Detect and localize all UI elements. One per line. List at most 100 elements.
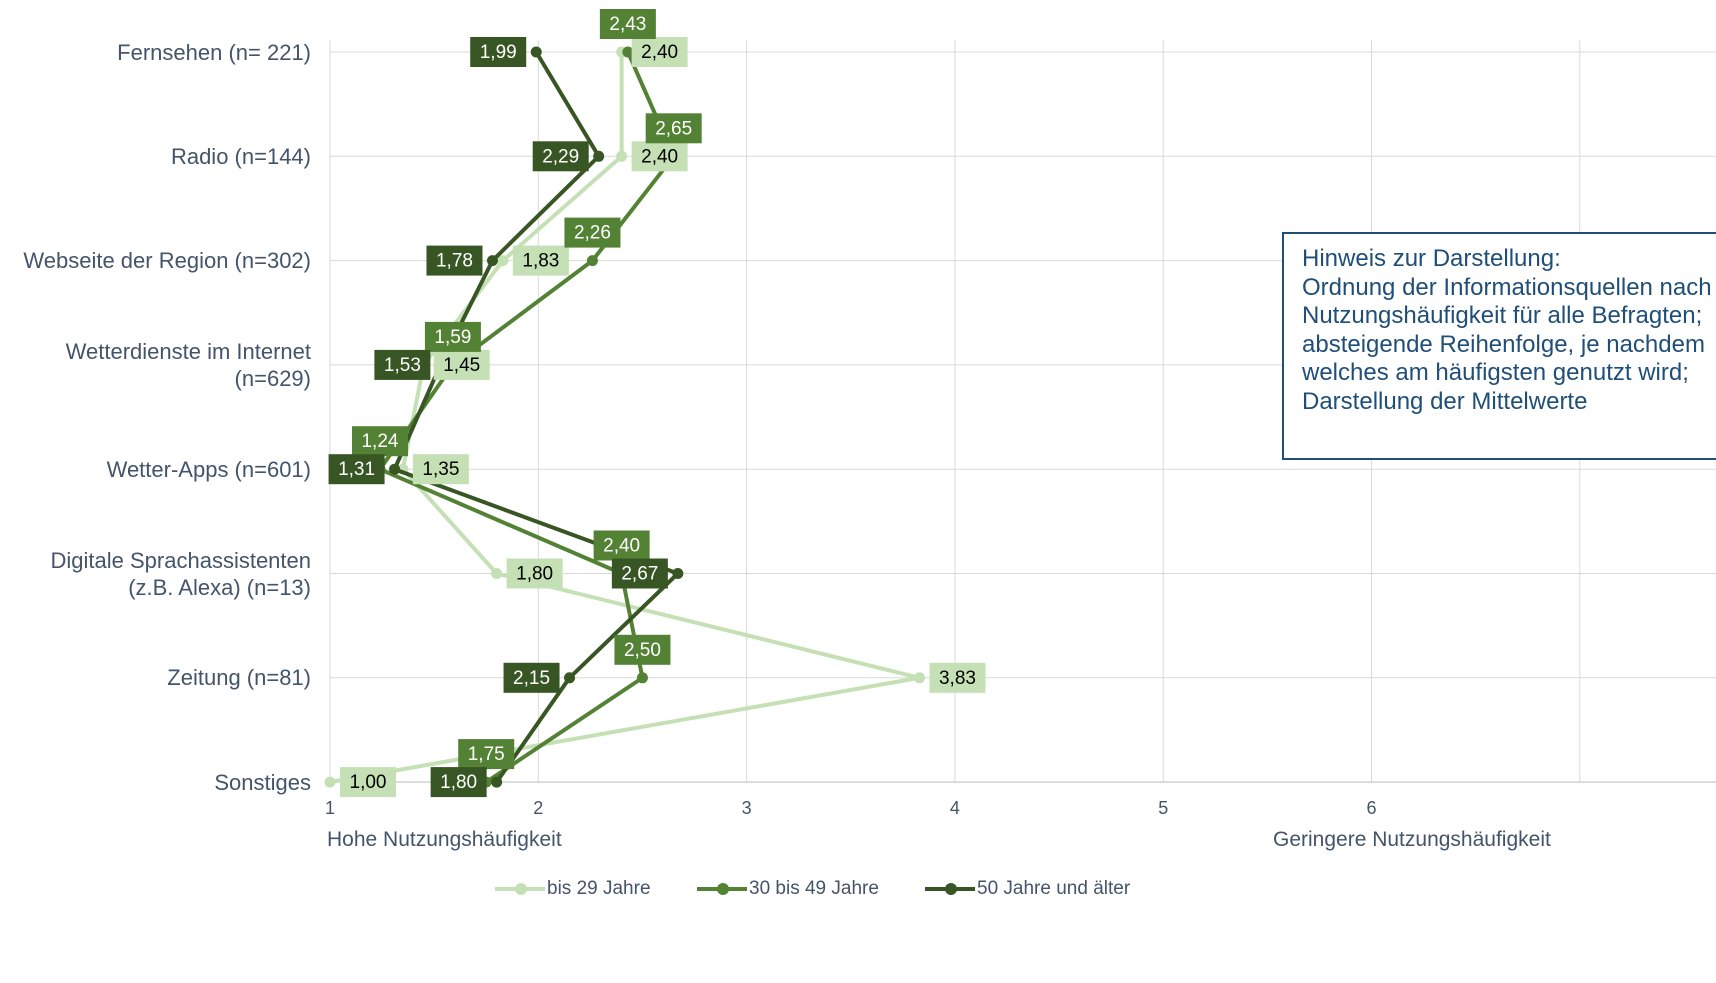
data-label-box <box>340 767 396 798</box>
data-label: 1,24 <box>361 431 398 452</box>
data-label-box <box>374 349 431 380</box>
data-point <box>491 776 503 788</box>
data-point <box>497 255 509 267</box>
data-label-box <box>593 530 650 561</box>
legend-item[interactable]: 30 bis 49 Jahre <box>697 876 879 902</box>
x-tick-label: 3 <box>742 798 752 818</box>
legend-item[interactable]: bis 29 Jahre <box>495 876 651 902</box>
category-label: Wetterdienste im Internet (n=629) <box>65 338 311 391</box>
legend-swatch <box>697 883 747 895</box>
category-label: Wetter-Apps (n=601) <box>106 456 311 482</box>
data-label: 2,65 <box>655 118 692 139</box>
data-label-box <box>631 37 688 67</box>
x-axis-title-right: Geringere Nutzungshäufigkeit <box>1273 828 1551 851</box>
category-label: Digitale Sprachassistenten (z.B. Alexa) … <box>50 547 311 600</box>
data-label: 2,29 <box>542 146 579 167</box>
note-line: Darstellung der Mittelwerte <box>1302 387 1588 415</box>
data-point <box>389 463 401 475</box>
data-point <box>616 150 628 162</box>
data-label: 1,31 <box>338 459 375 480</box>
legend-swatch <box>925 883 975 895</box>
legend-label: 50 Jahre und älter <box>977 878 1131 899</box>
data-label: 2,40 <box>641 146 678 167</box>
data-label-box <box>351 426 408 457</box>
note-line: absteigende Reihenfolge, je nachdem <box>1302 330 1705 358</box>
data-label-box <box>532 141 589 172</box>
data-label-box <box>614 634 671 665</box>
data-point <box>622 46 634 58</box>
data-point <box>530 46 542 58</box>
data-label-layer: 2,40 2,40 1,83 1,45 1,35 1,80 3,83 1,00 2,43 2,65… <box>328 9 986 798</box>
data-label-box <box>458 739 515 770</box>
data-label-box <box>564 217 621 248</box>
data-label: 1,75 <box>468 744 505 765</box>
x-tick-label: 6 <box>1366 798 1376 818</box>
x-tick-label: 2 <box>533 798 543 818</box>
data-label-box <box>645 113 702 144</box>
data-label: 2,26 <box>574 223 611 244</box>
legend: bis 29 Jahre 30 bis 49 Jahre 50 Jahre un… <box>0 876 1716 902</box>
data-label: 2,43 <box>609 14 646 35</box>
data-label-box <box>506 558 563 589</box>
legend-item[interactable]: 50 Jahre und älter <box>925 876 1130 902</box>
note-line: Hinweis zur Darstellung: <box>1302 245 1561 272</box>
data-label-box <box>599 9 656 39</box>
data-label: 2,40 <box>603 536 640 557</box>
data-label-box <box>328 454 385 485</box>
note-line: Ordnung der Informationsquellen nach <box>1302 273 1712 301</box>
legend-label: bis 29 Jahre <box>547 878 651 899</box>
data-point <box>586 255 598 267</box>
data-label-box <box>424 321 481 352</box>
data-label-box <box>412 454 469 485</box>
data-label: 1,99 <box>480 42 517 63</box>
data-label: 1,35 <box>422 459 459 480</box>
category-label: Webseite der Region (n=302) <box>23 248 311 274</box>
data-label: 1,53 <box>384 355 421 376</box>
data-point <box>324 776 336 788</box>
data-label-box <box>611 558 668 589</box>
data-point <box>486 255 498 267</box>
category-label: Radio (n=144) <box>170 143 311 169</box>
data-label: 1,45 <box>443 355 480 376</box>
data-label: 1,00 <box>350 772 387 793</box>
data-label: 1,59 <box>434 327 471 348</box>
x-axis-title-left: Hohe Nutzungshäufigkeit <box>327 828 562 851</box>
data-label-box <box>631 141 688 172</box>
data-label: 3,83 <box>939 668 976 689</box>
data-label-box <box>512 245 569 276</box>
series-line <box>329 52 922 785</box>
data-label: 1,80 <box>516 564 553 585</box>
data-label: 1,83 <box>522 251 559 272</box>
data-label: 2,67 <box>621 564 658 585</box>
note-line: Nutzungshäufigkeit für alle Befragten; <box>1302 302 1703 329</box>
data-point <box>636 672 648 684</box>
data-label-box <box>426 245 483 276</box>
legend-swatch <box>495 883 545 895</box>
data-point <box>593 150 605 162</box>
series-line <box>392 50 680 784</box>
x-tick-label: 1 <box>325 798 335 818</box>
x-tick-label: 4 <box>950 798 960 818</box>
category-label: Zeitung (n=81) <box>167 665 311 691</box>
category-label: Fernsehen (n= 221) <box>117 39 311 65</box>
x-tick-label: 5 <box>1158 798 1168 818</box>
note-line: welches am häufigsten genutzt wird; <box>1302 359 1689 386</box>
x-tick-layer: 1 2 3 4 5 6 <box>325 798 1377 818</box>
data-point <box>913 672 925 684</box>
data-label: 2,40 <box>641 42 678 63</box>
data-point <box>491 568 503 579</box>
data-label-box <box>430 767 487 798</box>
data-label: 2,15 <box>513 668 550 689</box>
data-label-box <box>433 349 490 380</box>
category-label: Sonstiges <box>214 769 311 795</box>
series-layer <box>324 46 925 788</box>
data-label: 2,50 <box>624 640 661 661</box>
data-point <box>564 672 576 684</box>
data-label: 1,78 <box>436 251 473 272</box>
data-label: 1,80 <box>440 772 477 793</box>
data-point <box>672 568 684 579</box>
data-label-box <box>470 37 527 67</box>
legend-label: 30 bis 49 Jahre <box>749 878 879 899</box>
data-label-box <box>929 662 986 693</box>
